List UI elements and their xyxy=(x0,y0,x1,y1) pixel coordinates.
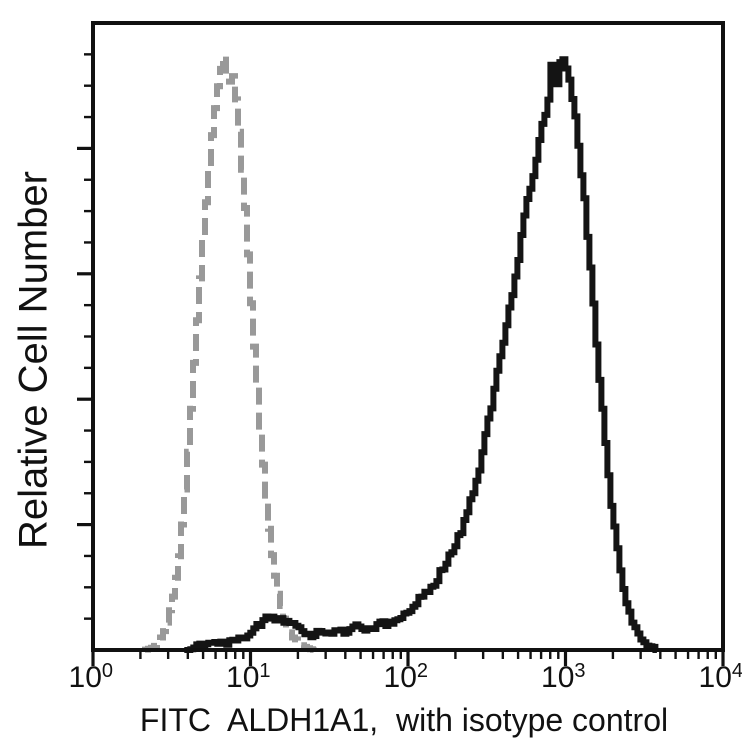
tick-exponent: 3 xyxy=(574,660,586,682)
x-tick-label-10e4: 104 xyxy=(699,660,742,695)
x-axis-tick-labels: 100 101 102 103 104 xyxy=(0,660,742,704)
tick-exponent: 0 xyxy=(101,660,114,682)
tick-base: 10 xyxy=(541,661,575,694)
plot-border xyxy=(91,21,725,652)
x-tick-label-10e0: 100 xyxy=(69,660,114,695)
tick-exponent: 1 xyxy=(259,660,271,682)
aldh1a1-curve xyxy=(184,56,659,653)
tick-base: 10 xyxy=(68,661,102,694)
tick-base: 10 xyxy=(226,661,260,694)
tick-base: 10 xyxy=(698,661,732,694)
tick-base: 10 xyxy=(383,661,417,694)
x-tick-label-10e3: 103 xyxy=(541,660,586,695)
isotype-control-curve xyxy=(142,53,317,653)
x-tick-label-10e1: 101 xyxy=(226,660,271,695)
tick-exponent: 4 xyxy=(731,660,742,682)
x-axis-label: FITC ALDH1A1, with isotype control xyxy=(139,702,669,738)
x-tick-label-10e2: 102 xyxy=(384,660,429,695)
tick-exponent: 2 xyxy=(416,660,429,682)
